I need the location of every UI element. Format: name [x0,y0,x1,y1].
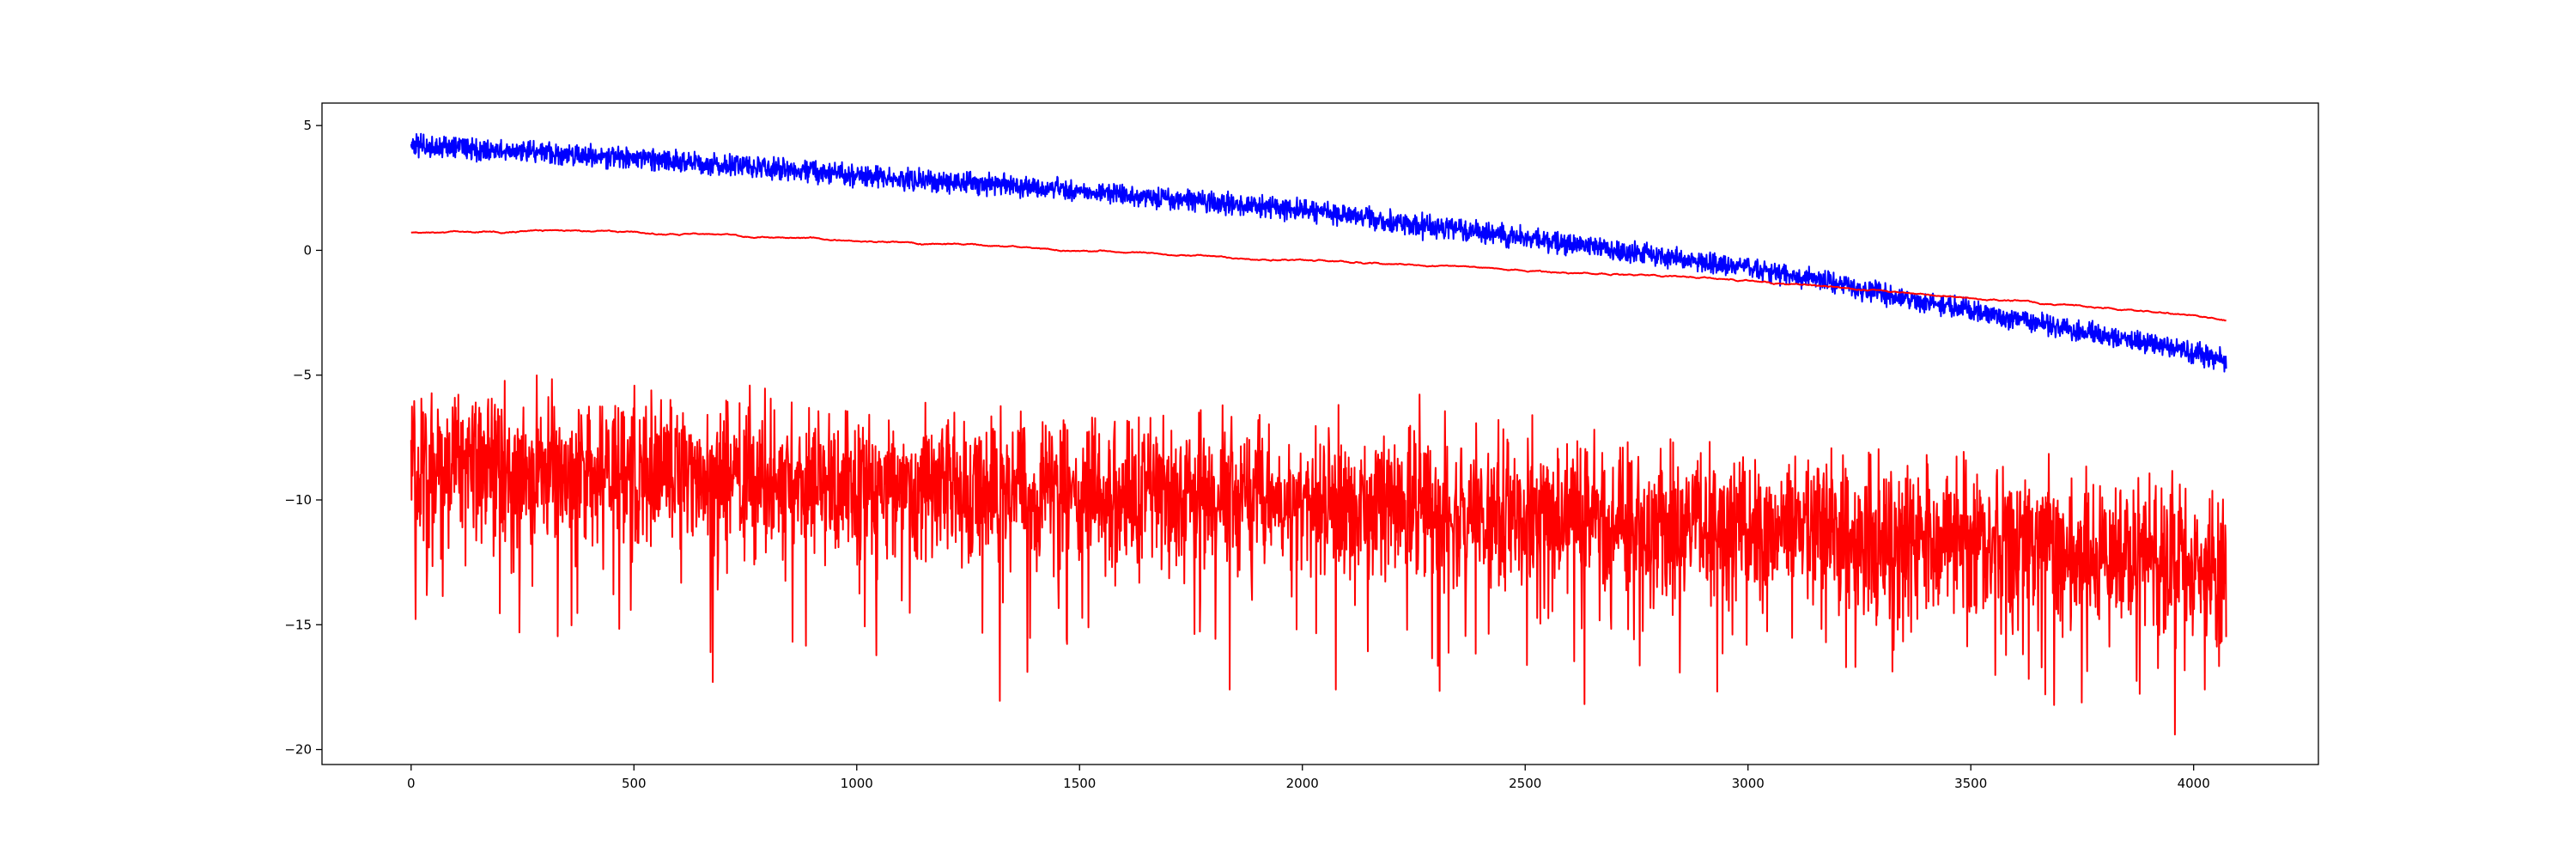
x-tick-label: 1500 [1063,776,1096,791]
x-tick-label: 1000 [841,776,873,791]
series-line-1 [410,132,2227,373]
series-line-3 [410,375,2227,736]
series-line-2 [410,228,2227,322]
y-tick-label: −20 [284,742,312,758]
x-tick-label: 500 [622,776,647,791]
y-tick-label: −5 [293,368,312,383]
y-axis: 5 0 −5 −10 −15 −20 [284,118,322,758]
y-tick-label: −15 [284,617,312,632]
y-tick-label: 5 [303,118,312,133]
y-tick-label: 0 [303,242,312,258]
x-tick-label: 3500 [1954,776,1987,791]
x-axis: 0 500 1000 1500 2000 2500 3000 3500 4000 [407,765,2210,791]
series-layer [410,132,2227,736]
plot-frame [321,102,2319,765]
x-tick-label: 2000 [1286,776,1319,791]
x-tick-label: 2500 [1509,776,1541,791]
x-tick-label: 0 [407,776,416,791]
x-tick-label: 3000 [1732,776,1765,791]
x-tick-label: 4000 [2178,776,2210,791]
y-tick-label: −10 [284,492,312,508]
